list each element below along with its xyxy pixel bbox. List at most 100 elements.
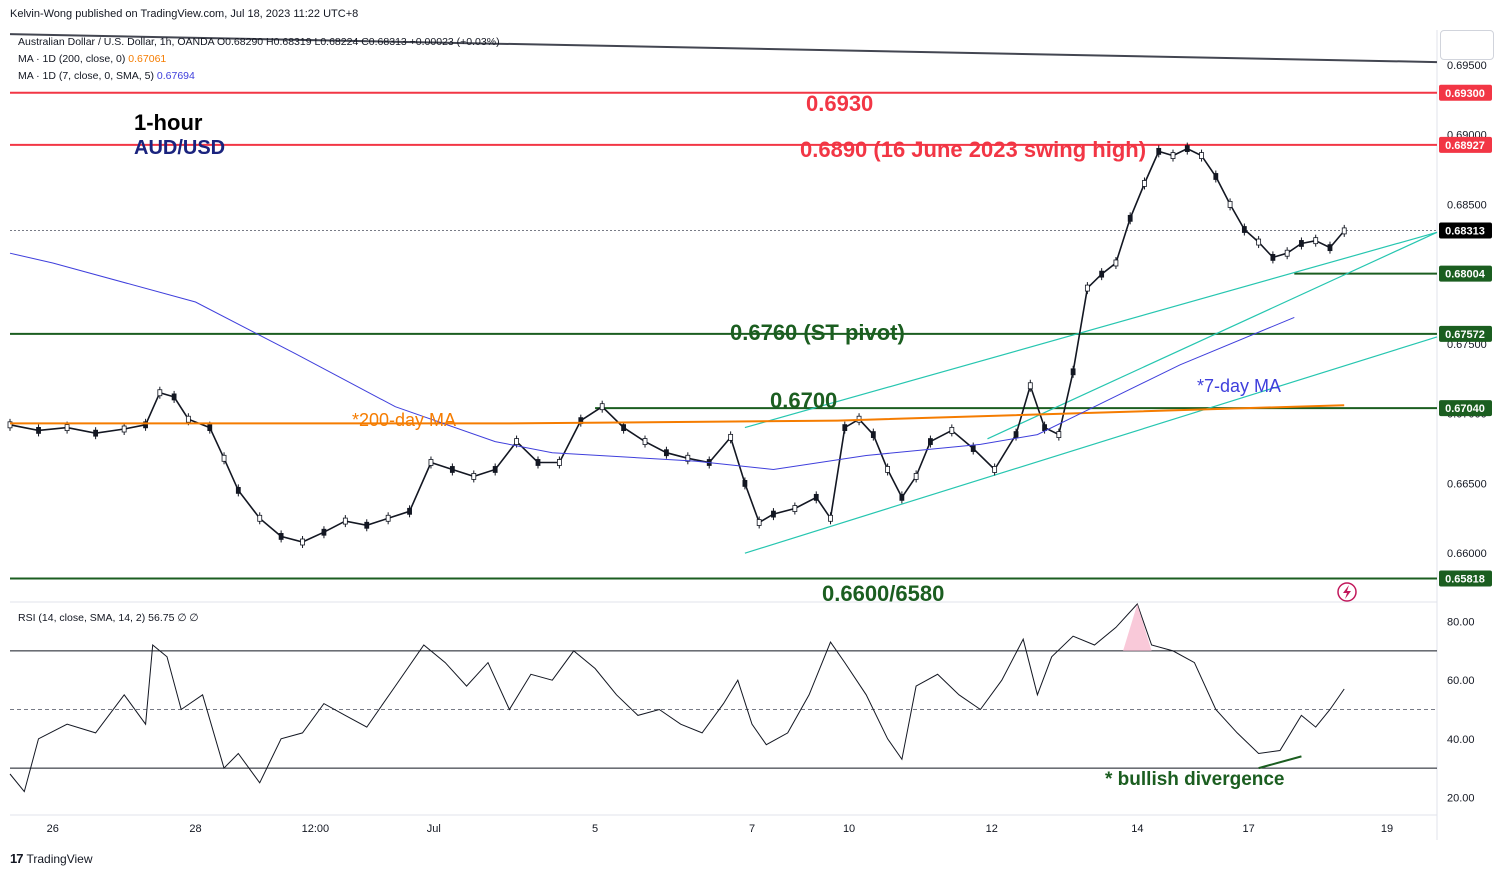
footer-brand[interactable]: 17 TradingView [10, 851, 93, 866]
ma7-note: *7-day MA [1197, 376, 1282, 396]
time-tick-label: 7 [749, 823, 755, 835]
candle-body [257, 514, 263, 522]
ma7-line [9, 252, 1295, 471]
time-axis: 26 28 12:00 Jul 5 7 10 12 14 17 19 [47, 823, 1393, 835]
rsi-tick-label: 20.00 [1447, 792, 1475, 804]
candle-body [621, 424, 627, 432]
candle-body [157, 389, 163, 397]
time-tick-label: 12 [986, 823, 998, 835]
candle-body [1070, 368, 1076, 376]
candle-body [1156, 147, 1162, 155]
level-066-label: 0.6600/6580 [822, 581, 945, 606]
ma7-label: MA · 1D (7, close, 0, SMA, 5) [18, 70, 154, 82]
rsi-value: 56.75 [148, 612, 175, 624]
support-trendline [987, 231, 1438, 440]
candle-body [885, 466, 891, 473]
time-tick-label: 19 [1381, 823, 1393, 835]
price-label-box [1439, 265, 1492, 282]
candle-body [1284, 249, 1290, 257]
price-label-text: 0.67040 [1445, 403, 1485, 415]
candle-body [728, 433, 734, 441]
candle-body [792, 505, 798, 512]
candle-body [756, 519, 762, 526]
candle-body [171, 393, 177, 401]
candle-body [599, 403, 605, 411]
candle-body [471, 473, 477, 480]
price-label-box [1439, 136, 1492, 153]
price-tick-label: 0.69500 [1447, 60, 1487, 72]
divergence-note: * bullish divergence [1105, 769, 1285, 790]
candle-body [1113, 259, 1119, 267]
candle-body [449, 466, 455, 473]
time-tick-label: 17 [1243, 823, 1255, 835]
price-label-box [1439, 325, 1492, 342]
footer-brand-text: TradingView [26, 851, 93, 866]
rsi-line [9, 603, 1345, 793]
price-label-box [1439, 84, 1492, 101]
candle-body [1241, 226, 1247, 233]
price-label-text: 0.69300 [1445, 88, 1485, 100]
symbol-name: Australian Dollar / U.S. Dollar, 1h, OAN… [18, 36, 215, 48]
candle-body [428, 459, 434, 466]
level-0676-label: 0.6760 (ST pivot) [730, 320, 905, 345]
candle-body [1099, 270, 1105, 278]
candle-body [364, 521, 370, 529]
candle-body [535, 459, 541, 466]
candle-body [7, 421, 13, 429]
candle-body [1270, 254, 1276, 261]
rsi-extra: ∅ ∅ [177, 612, 199, 624]
lightning-icon[interactable] [1337, 582, 1357, 602]
tradingview-logo-icon: 17 [10, 851, 24, 866]
rsi-legend: RSI (14, close, SMA, 14, 2) 56.75 ∅ ∅ [18, 612, 199, 624]
price-label-text: 0.68927 [1445, 140, 1485, 152]
candle-body [842, 424, 848, 432]
ma200-label: MA · 1D (200, close, 0) [18, 53, 126, 65]
time-tick-label: 10 [843, 823, 855, 835]
ma7-legend: MA · 1D (7, close, 0, SMA, 5) 0.67694 [18, 70, 195, 82]
time-tick-label: 5 [592, 823, 598, 835]
price-axis: 0.695000.690000.685000.680000.675000.670… [1447, 60, 1487, 560]
candle-body [185, 415, 191, 423]
candle-body [685, 454, 691, 462]
time-tick-label: 26 [47, 823, 59, 835]
price-labels: 0.69300 0.68927 0.68313 0.68004 0.67572 0.670… [1439, 84, 1492, 587]
candle-body [492, 466, 498, 473]
price-label-text: 0.68313 [1445, 225, 1485, 237]
time-tick-label: 12:00 [302, 823, 330, 835]
timeframe-label: 1-hour [134, 110, 203, 135]
candle-body [1199, 152, 1204, 159]
rsi-tick-label: 80.00 [1447, 617, 1475, 629]
candle-body [1142, 180, 1147, 187]
candle-body [1213, 173, 1219, 180]
chart-settings-button[interactable] [1440, 30, 1494, 60]
rsi-overbought-fill [1123, 604, 1152, 651]
price-tick-label: 0.68500 [1447, 199, 1487, 211]
candle-body [514, 438, 519, 445]
candle-body [1227, 200, 1233, 208]
candle-body [385, 514, 391, 522]
candle-body [407, 507, 412, 515]
price-label-text: 0.68004 [1445, 269, 1486, 281]
candle-body [1042, 424, 1047, 432]
rsi-label: RSI (14, close, SMA, 14, 2) [18, 612, 146, 624]
horizontal-levels [10, 91, 1437, 580]
candle-body [235, 486, 241, 494]
candle-body [1170, 152, 1176, 159]
candle-body [642, 438, 648, 445]
rsi-axis: 80.00 60.00 40.00 20.00 [10, 617, 1475, 804]
ohlc-values: O0.68290 H0.68319 L0.68224 C0.68313 +0.0… [217, 36, 500, 48]
candle-body [321, 528, 327, 536]
candle-body [1027, 382, 1033, 390]
ma200-line [10, 404, 1345, 425]
candle-body [207, 424, 213, 432]
candle-body [143, 421, 148, 429]
candle-body [949, 426, 955, 434]
candle-body [93, 429, 99, 437]
candle-body [1056, 431, 1062, 438]
level-0689-label: 0.6890 (16 June 2023 swing high) [800, 137, 1147, 162]
time-tick-label: Jul [427, 823, 441, 835]
candle-body [342, 517, 348, 525]
time-tick-label: 14 [1131, 823, 1143, 835]
level-0693-label: 0.6930 [806, 91, 874, 116]
